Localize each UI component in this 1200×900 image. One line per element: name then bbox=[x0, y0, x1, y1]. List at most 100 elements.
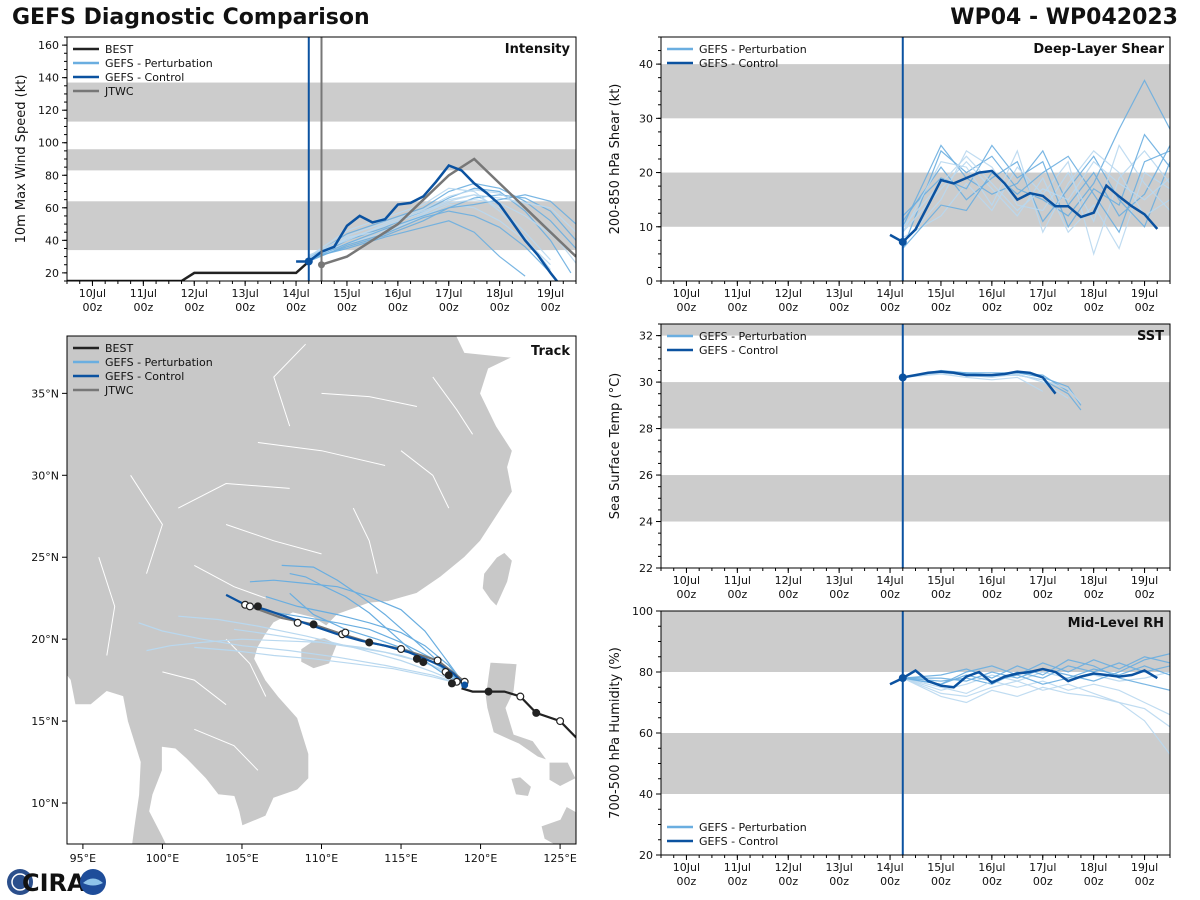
x-tick-label: 13Jul bbox=[232, 287, 259, 300]
admin-border bbox=[178, 482, 290, 509]
y-tick-label: 80 bbox=[45, 169, 59, 182]
x-tick-label: 00z bbox=[778, 588, 798, 601]
x-tick-label: 00z bbox=[778, 301, 798, 314]
x-tick-label: 18Jul bbox=[486, 287, 513, 300]
x-tick-label: 15Jul bbox=[927, 861, 954, 874]
rh-ylabel: 700-500 hPa Humidity (%) bbox=[608, 647, 623, 819]
x-tick-label: 11Jul bbox=[724, 287, 751, 300]
logo-wave-icon bbox=[83, 878, 103, 886]
perturbation-track bbox=[138, 622, 465, 686]
admin-border bbox=[321, 392, 418, 407]
y-tick-label: 60 bbox=[45, 202, 59, 215]
jtwc-marker-open bbox=[433, 656, 442, 665]
x-tick-label: 13Jul bbox=[826, 861, 853, 874]
y-tick-label: 160 bbox=[38, 39, 59, 52]
y-tick-label: 30 bbox=[639, 112, 653, 125]
intensity-plot-area bbox=[67, 37, 576, 281]
mindanao-island bbox=[540, 805, 576, 844]
admin-border bbox=[273, 343, 306, 427]
y-tick-label: 20 bbox=[45, 267, 59, 280]
x-tick-label: 00z bbox=[931, 875, 951, 888]
legend-label: GEFS - Control bbox=[699, 835, 778, 848]
perturbation-line bbox=[308, 199, 576, 259]
perturbation-line bbox=[902, 677, 1170, 728]
admin-border bbox=[257, 442, 386, 466]
x-tick-label: 19Jul bbox=[1131, 861, 1158, 874]
x-tick-label: 00z bbox=[1033, 588, 1053, 601]
x-tick-label: 00z bbox=[727, 301, 747, 314]
x-tick-label: 00z bbox=[1084, 875, 1104, 888]
jtwc-line bbox=[321, 157, 576, 266]
perturbation-line bbox=[902, 149, 1170, 256]
legend-label: BEST bbox=[105, 43, 133, 56]
legend-label: GEFS - Perturbation bbox=[699, 43, 807, 56]
control-line bbox=[889, 667, 1158, 689]
jtwc-marker-filled bbox=[365, 638, 374, 647]
jtwc-marker-filled bbox=[253, 602, 262, 611]
admin-border bbox=[194, 728, 259, 771]
y-tick-label: 0 bbox=[646, 275, 653, 288]
x-tick-label: 00z bbox=[982, 301, 1002, 314]
y-tick-label: 40 bbox=[639, 788, 653, 801]
perturbation-line bbox=[308, 220, 526, 277]
x-tick-label: 15Jul bbox=[333, 287, 360, 300]
perturbation-line bbox=[902, 144, 1170, 244]
shear-ylabel: 200-850 hPa Shear (kt) bbox=[608, 84, 623, 235]
intensity-panel: 2040608010012014016010Jul00z11Jul00z12Ju… bbox=[14, 36, 577, 314]
legend-label: GEFS - Perturbation bbox=[699, 330, 807, 343]
rh-plot-area bbox=[661, 611, 1170, 855]
lat-tick-label: 20°N bbox=[31, 633, 59, 646]
x-tick-label: 14Jul bbox=[876, 574, 903, 587]
x-tick-label: 00z bbox=[1033, 301, 1053, 314]
taiwan-island bbox=[481, 551, 513, 608]
track-plot-area bbox=[67, 336, 576, 893]
x-tick-label: 13Jul bbox=[826, 574, 853, 587]
perturbation-line bbox=[308, 194, 576, 261]
best-track bbox=[461, 687, 576, 740]
x-tick-label: 00z bbox=[880, 588, 900, 601]
sst-title: SST bbox=[1137, 329, 1164, 344]
x-tick-label: 14Jul bbox=[876, 861, 903, 874]
x-tick-label: 00z bbox=[829, 301, 849, 314]
perturbation-line bbox=[308, 210, 551, 274]
perturbation-line bbox=[902, 677, 1170, 755]
perturbation-line bbox=[902, 133, 1170, 229]
x-tick-label: 16Jul bbox=[978, 287, 1005, 300]
x-tick-label: 00z bbox=[1084, 301, 1104, 314]
borneo-tip bbox=[422, 849, 470, 893]
rh-title: Mid-Level RH bbox=[1068, 616, 1164, 631]
shear-panel: 01020304010Jul00z11Jul00z12Jul00z13Jul00… bbox=[608, 36, 1171, 314]
x-tick-label: 11Jul bbox=[130, 287, 157, 300]
sst-frame bbox=[660, 323, 1171, 569]
x-tick-label: 18Jul bbox=[1080, 861, 1107, 874]
perturbation-line bbox=[902, 150, 1170, 249]
jtwc-marker-filled bbox=[419, 658, 428, 667]
perturbation-line bbox=[902, 665, 1170, 685]
x-tick-label: 00z bbox=[235, 301, 255, 314]
lon-tick-label: 95°E bbox=[70, 852, 96, 865]
y-tick-label: 22 bbox=[639, 562, 653, 575]
x-tick-label: 17Jul bbox=[435, 287, 462, 300]
x-tick-label: 00z bbox=[388, 301, 408, 314]
x-tick-label: 00z bbox=[1084, 588, 1104, 601]
lon-tick-label: 115°E bbox=[384, 852, 417, 865]
y-tick-label: 60 bbox=[639, 727, 653, 740]
storm-id: WP04 - WP042023 bbox=[950, 5, 1178, 30]
perturbation-line bbox=[308, 182, 576, 259]
x-tick-label: 17Jul bbox=[1029, 287, 1056, 300]
x-tick-label: 19Jul bbox=[1131, 574, 1158, 587]
x-tick-label: 00z bbox=[83, 301, 103, 314]
control-track bbox=[225, 593, 466, 686]
logo-text: CIRA bbox=[22, 869, 86, 897]
x-tick-label: 00z bbox=[727, 875, 747, 888]
shear-title: Deep-Layer Shear bbox=[1033, 42, 1164, 57]
y-tick-label: 30 bbox=[639, 376, 653, 389]
x-tick-label: 16Jul bbox=[978, 574, 1005, 587]
lon-tick-label: 125°E bbox=[543, 852, 576, 865]
shear-plot-area bbox=[661, 37, 1170, 281]
legend-label: GEFS - Control bbox=[105, 370, 184, 383]
perturbation-track bbox=[289, 573, 465, 686]
x-tick-label: 10Jul bbox=[673, 287, 700, 300]
shaded-band bbox=[661, 475, 1170, 522]
